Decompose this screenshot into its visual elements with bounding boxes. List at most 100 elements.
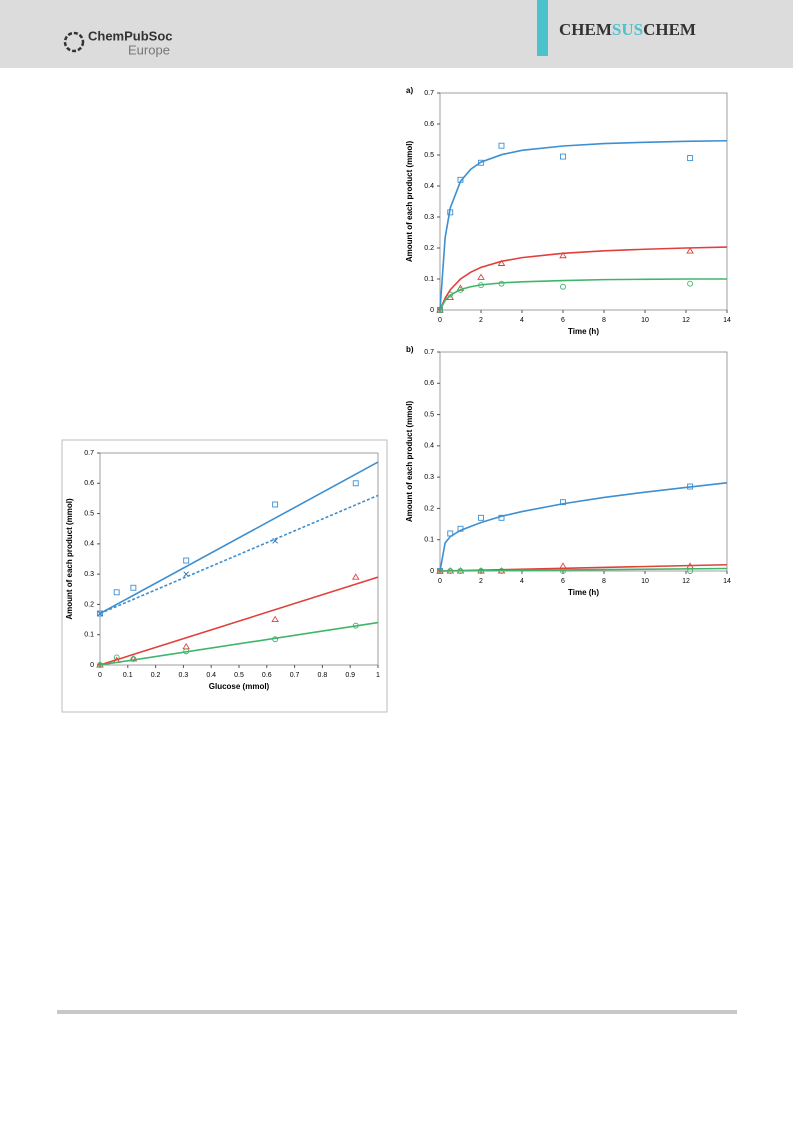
x-tick-label: 0.9 — [345, 672, 355, 679]
panel-label: a) — [406, 86, 413, 95]
data-point — [129, 655, 138, 662]
x-tick-label: 12 — [682, 317, 690, 324]
x-tick-label: 6 — [561, 317, 565, 324]
data-point — [498, 142, 505, 149]
data-point — [182, 642, 190, 650]
plot-area — [439, 92, 728, 311]
data-point — [687, 155, 694, 162]
x-tick-label: 10 — [641, 317, 649, 324]
logo-text: ChemPubSoc — [88, 28, 173, 43]
x-tick-label: 14 — [723, 317, 731, 324]
data-point — [352, 480, 359, 487]
fit-line — [439, 567, 728, 572]
y-tick-label: 0.3 — [424, 214, 434, 221]
plot-area — [439, 351, 728, 572]
y-tick-label: 0.5 — [424, 152, 434, 159]
journal-part: CHEM — [559, 20, 612, 39]
x-tick-label: 12 — [682, 578, 690, 585]
x-tick-label: 0.4 — [206, 672, 216, 679]
x-tick-label: 0.1 — [123, 672, 133, 679]
y-tick-label: 0.3 — [84, 571, 94, 578]
data-point — [497, 259, 506, 266]
data-point — [560, 499, 566, 506]
data-point — [686, 247, 694, 254]
x-tick-label: 6 — [561, 578, 565, 585]
journal-part: CHEM — [643, 20, 696, 39]
data-point — [272, 501, 279, 508]
fit-line — [99, 494, 379, 615]
x-tick-label: 0.6 — [262, 672, 272, 679]
x-tick-label: 0 — [98, 672, 102, 679]
x-tick-label: 0.3 — [179, 672, 189, 679]
x-tick-label: 2 — [479, 578, 483, 585]
data-point — [559, 251, 567, 259]
header-band — [0, 0, 793, 68]
fit-line — [439, 246, 728, 311]
journal-title: CHEMSUSCHEM — [559, 20, 696, 39]
data-point — [113, 589, 120, 596]
y-axis-label: Amount of each product (mmol) — [405, 401, 414, 523]
x-axis-label: Time (h) — [568, 588, 599, 597]
x-tick-label: 1 — [376, 672, 380, 679]
data-point — [351, 573, 360, 580]
data-point — [560, 283, 566, 290]
y-tick-label: 0.7 — [424, 349, 434, 356]
fit-line — [99, 461, 379, 615]
data-point — [436, 306, 444, 313]
y-tick-label: 0.2 — [424, 245, 434, 252]
journal-part: SUS — [612, 20, 643, 39]
fit-line — [99, 621, 379, 666]
x-tick-label: 4 — [520, 578, 524, 585]
x-tick-label: 2 — [479, 317, 483, 324]
data-point — [183, 557, 190, 564]
y-tick-label: 0.3 — [424, 474, 434, 481]
x-axis-label: Glucose (mmol) — [209, 682, 270, 691]
y-tick-label: 0.6 — [424, 121, 434, 128]
logo-subtext: Europe — [128, 42, 170, 57]
data-point — [271, 615, 279, 623]
y-tick-label: 0 — [430, 568, 434, 575]
x-tick-label: 10 — [641, 578, 649, 585]
y-tick-label: 0.5 — [424, 411, 434, 418]
x-tick-label: 4 — [520, 317, 524, 324]
data-point — [687, 280, 694, 287]
y-tick-label: 0 — [90, 662, 94, 669]
fit-line — [439, 139, 728, 311]
logo-icon — [63, 31, 85, 53]
y-tick-label: 0.1 — [84, 632, 94, 639]
y-tick-label: 0.4 — [424, 183, 434, 190]
x-tick-label: 0.2 — [151, 672, 161, 679]
x-tick-label: 14 — [723, 578, 731, 585]
y-axis-label: Amount of each product (mmol) — [65, 498, 74, 620]
x-tick-label: 0.5 — [234, 672, 244, 679]
y-tick-label: 0.2 — [424, 505, 434, 512]
data-point — [130, 584, 137, 591]
y-tick-label: 0.7 — [424, 90, 434, 97]
y-tick-label: 0.1 — [424, 276, 434, 283]
y-tick-label: 0.2 — [84, 601, 94, 608]
data-point — [478, 159, 484, 166]
fit-line — [439, 481, 728, 572]
x-axis-label: Time (h) — [568, 327, 599, 336]
data-point — [97, 610, 103, 617]
x-tick-label: 0.7 — [290, 672, 300, 679]
y-axis-label: Amount of each product (mmol) — [405, 141, 414, 263]
x-tick-label: 8 — [602, 578, 606, 585]
y-tick-label: 0.5 — [84, 510, 94, 517]
data-point — [560, 153, 566, 160]
data-point — [457, 286, 464, 293]
y-tick-label: 0.1 — [424, 537, 434, 544]
y-tick-label: 0.4 — [424, 443, 434, 450]
figure-frame — [61, 439, 388, 713]
journal-accent — [537, 0, 548, 56]
x-tick-label: 8 — [602, 317, 606, 324]
y-tick-label: 0.4 — [84, 541, 94, 548]
y-tick-label: 0 — [430, 307, 434, 314]
x-tick-label: 0.8 — [318, 672, 328, 679]
y-tick-label: 0.6 — [424, 380, 434, 387]
y-tick-label: 0.6 — [84, 480, 94, 487]
panel-label: b) — [406, 345, 414, 354]
fit-line — [99, 576, 379, 666]
